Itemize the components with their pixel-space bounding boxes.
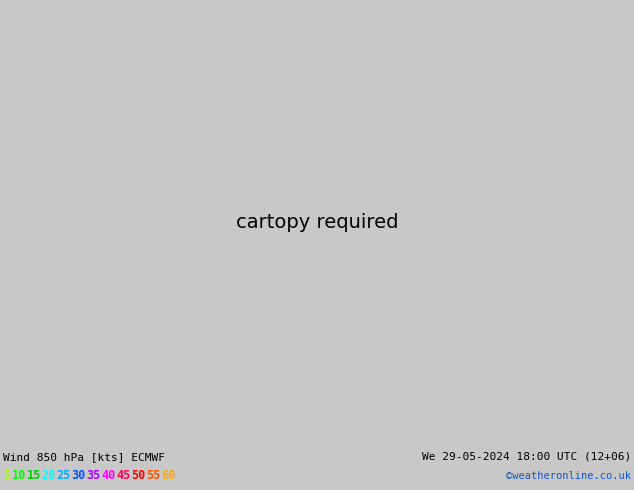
- Text: 10: 10: [11, 469, 26, 483]
- Text: We 29-05-2024 18:00 UTC (12+06): We 29-05-2024 18:00 UTC (12+06): [422, 452, 631, 462]
- Text: 15: 15: [27, 469, 41, 483]
- Text: 60: 60: [162, 469, 176, 483]
- Text: 50: 50: [131, 469, 146, 483]
- Text: 20: 20: [41, 469, 56, 483]
- Text: cartopy required: cartopy required: [236, 213, 398, 232]
- Text: 45: 45: [117, 469, 131, 483]
- Text: 40: 40: [101, 469, 116, 483]
- Text: 25: 25: [56, 469, 71, 483]
- Text: 35: 35: [86, 469, 101, 483]
- Text: 5: 5: [3, 469, 10, 483]
- Text: 55: 55: [146, 469, 161, 483]
- Text: 30: 30: [72, 469, 86, 483]
- Text: ©weatheronline.co.uk: ©weatheronline.co.uk: [506, 471, 631, 481]
- Text: Wind 850 hPa [kts] ECMWF: Wind 850 hPa [kts] ECMWF: [3, 452, 165, 462]
